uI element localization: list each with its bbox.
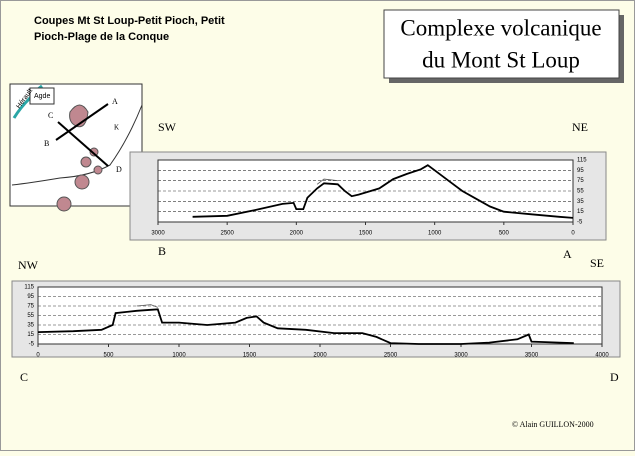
x-tick-label: 500	[499, 231, 510, 237]
profile-line	[37, 308, 574, 345]
direction: SW	[158, 120, 177, 134]
y-tick-label: 115	[24, 285, 34, 291]
profile-line	[136, 304, 158, 308]
town	[29, 87, 55, 105]
title: Complexe volcanique	[400, 15, 601, 40]
x-tick-label: 500	[103, 353, 114, 359]
point-label: C	[20, 370, 28, 384]
volcano	[89, 147, 99, 157]
x-tick-label: 3000	[151, 231, 165, 237]
caption: Pioch-Plage de la Conque	[34, 31, 169, 43]
x-tick-label: 4000	[595, 353, 609, 359]
coast	[11, 104, 143, 186]
y-tick-label: 15	[577, 209, 584, 215]
x-tick-label: 1500	[359, 231, 373, 237]
y-tick-label: 55	[577, 189, 584, 195]
y-tick-label: 95	[577, 168, 584, 174]
map-label: A	[112, 97, 118, 106]
y-tick-label: 35	[27, 323, 34, 329]
point-label: D	[610, 370, 619, 384]
map-label: D	[116, 165, 122, 174]
y-tick-label: -5	[29, 342, 35, 348]
direction: NE	[572, 120, 588, 134]
x-tick-label: 1000	[172, 353, 186, 359]
section-line	[57, 121, 109, 167]
profile-line	[316, 178, 338, 185]
title: du Mont St Loup	[422, 47, 580, 72]
map: Agde Hérault A B C D K	[9, 83, 143, 212]
x-tick-label: 3500	[525, 353, 539, 359]
point-label: A	[563, 247, 572, 261]
volcano	[74, 174, 90, 190]
section-line	[55, 103, 109, 141]
y-tick-label: 15	[27, 332, 34, 338]
map-label: C	[48, 111, 53, 120]
x-tick-label: 2000	[290, 231, 304, 237]
map-label: B	[44, 139, 49, 148]
y-tick-label: 75	[27, 304, 34, 310]
volcano	[80, 156, 92, 168]
direction: NW	[18, 258, 39, 272]
y-tick-label: 55	[27, 313, 34, 319]
x-tick-label: 1500	[243, 353, 257, 359]
map-label: Agde	[34, 93, 50, 100]
y-tick-label: 95	[27, 294, 34, 300]
y-tick-label: 115	[577, 158, 587, 164]
title-box	[383, 9, 620, 79]
volcano	[56, 196, 72, 212]
profile-line	[192, 164, 574, 219]
credit: © Alain GUILLON-2000	[512, 420, 594, 429]
x-tick-label: 2000	[313, 353, 327, 359]
x-tick-label: 0	[571, 231, 575, 237]
y-tick-label: 75	[577, 178, 584, 184]
y-tick-label: -5	[577, 220, 583, 226]
x-tick-label: 0	[36, 353, 40, 359]
caption: Coupes Mt St Loup-Petit Pioch, Petit	[34, 15, 225, 27]
point-label: B	[158, 244, 166, 258]
x-tick-label: 3000	[454, 353, 468, 359]
x-tick-label: 2500	[220, 231, 234, 237]
x-tick-label: 2500	[384, 353, 398, 359]
map-label: K	[114, 124, 119, 132]
volcano	[93, 165, 103, 175]
direction: SE	[590, 256, 604, 270]
y-tick-label: 35	[577, 199, 584, 205]
x-tick-label: 1000	[428, 231, 442, 237]
